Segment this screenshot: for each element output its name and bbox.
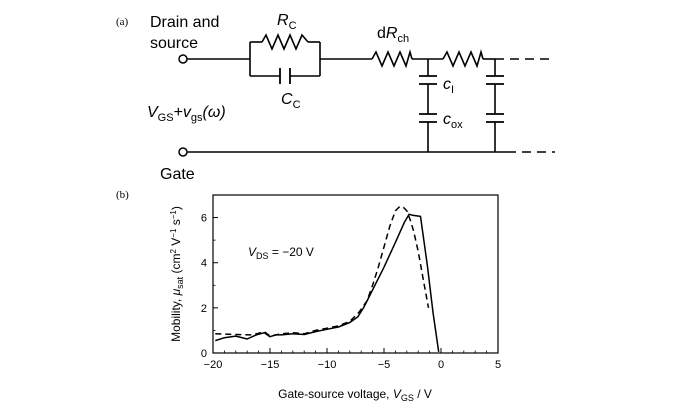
y-axis-label: Mobility, μsat (cm2 V−1 s−1) [169, 206, 185, 342]
plot-frame [212, 194, 499, 354]
panel-a-circuit: (a) Drain and source [116, 12, 555, 183]
x-tick-label: 5 [495, 359, 501, 371]
drain-source-label-line1: Drain and [150, 14, 219, 31]
y-tick-label: 6 [201, 213, 207, 225]
x-tick-label: −10 [318, 359, 337, 371]
gate-terminal [178, 147, 188, 157]
y-tick-label: 4 [201, 258, 207, 270]
y-tick-label: 0 [201, 348, 207, 360]
drain-source-terminal [178, 54, 188, 64]
channel-resistor-2 [442, 49, 484, 69]
top-rail-wires [187, 41, 495, 77]
oxide-capacitance-label: cox [443, 111, 463, 131]
x-tick-label: −20 [204, 359, 223, 371]
series-layer [215, 205, 440, 353]
contact-resistor [261, 32, 309, 52]
panel-b-chart: (b) −20 −15 −10 −5 0 5 0 2 4 6 VDS = −20 V Gate-… [116, 189, 501, 403]
solid-series-line [215, 213, 440, 353]
contact-capacitor [279, 68, 291, 84]
x-tick-label: −5 [378, 359, 391, 371]
panel-a-label: (a) [116, 16, 129, 28]
interface-capacitor-2 [486, 75, 504, 85]
x-tick-label: 0 [438, 359, 444, 371]
y-tick-label: 2 [201, 303, 207, 315]
contact-resistance-label: RC [277, 12, 297, 32]
oxide-capacitor-1 [419, 113, 437, 123]
oxide-capacitor-2 [486, 113, 504, 123]
interface-capacitance-label: cI [443, 76, 454, 96]
bias-voltage-label: VGS+vgs(ω) [147, 104, 226, 124]
y-axis-ticks: 0 2 4 6 [201, 213, 218, 360]
drain-source-label-line2: source [150, 35, 198, 52]
gate-label: Gate [160, 166, 195, 183]
contact-capacitance-label: CC [281, 91, 301, 111]
channel-resistance-label: dRch [377, 25, 409, 45]
panel-b-label: (b) [116, 189, 129, 201]
vds-annotation: VDS = −20 V [248, 245, 314, 261]
interface-capacitor-1 [419, 75, 437, 85]
x-axis-label: Gate-source voltage, VGS / V [278, 387, 432, 403]
dashed-series-line [215, 205, 430, 337]
channel-resistor-1 [371, 49, 413, 69]
x-tick-label: −15 [261, 359, 280, 371]
x-axis-ticks: −20 −15 −10 −5 0 5 [204, 348, 501, 371]
